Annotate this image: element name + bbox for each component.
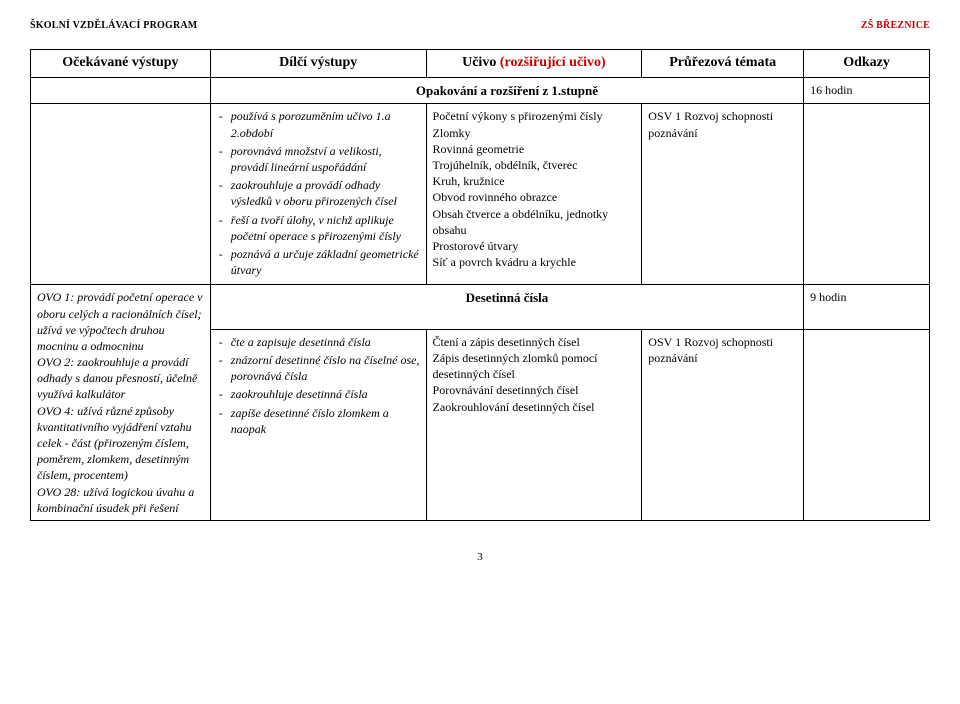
ucivo-red: (rozšiřující učivo) (500, 55, 606, 70)
dilci-item: zaokrouhluje a provádí odhady výsledků v… (231, 177, 420, 211)
dilci-item: porovnává množství a velikosti, provádí … (231, 143, 420, 177)
row2-ocek: OVO 1: provádí početní operace v oboru c… (31, 285, 211, 521)
dilci-item: znázorní desetinné číslo na číselné ose,… (231, 352, 420, 386)
section1-empty (31, 77, 211, 104)
section-row-1: Opakování a rozšíření z 1.stupně 16 hodi… (31, 77, 930, 104)
dilci-item: čte a zapisuje desetinná čísla (231, 334, 420, 352)
section1-hours: 16 hodin (804, 77, 930, 104)
row1-odkazy (804, 104, 930, 285)
col-header-dilci: Dílčí výstupy (210, 50, 426, 78)
page-number: 3 (30, 551, 930, 563)
dilci-item: používá s porozuměním učivo 1.a 2.období (231, 108, 420, 142)
ucivo-label: Učivo (462, 55, 500, 70)
content-row-1: používá s porozuměním učivo 1.a 2.období… (31, 104, 930, 285)
row2-ucivo: Čtení a zápis desetinných čísel Zápis de… (426, 329, 642, 520)
section2-hours: 9 hodin (804, 285, 930, 329)
table-header-row: Očekávané výstupy Dílčí výstupy Učivo (r… (31, 50, 930, 78)
row1-ucivo: Početní výkony s přirozenými čísly Zlomk… (426, 104, 642, 285)
dilci-item: zapíše desetinné číslo zlomkem a naopak (231, 405, 420, 439)
col-header-temata: Průřezová témata (642, 50, 804, 78)
curriculum-table: Očekávané výstupy Dílčí výstupy Učivo (r… (30, 49, 930, 521)
row2-dilci: čte a zapisuje desetinná čísla znázorní … (210, 329, 426, 520)
col-header-odkazy: Odkazy (804, 50, 930, 78)
col-header-ucivo: Učivo (rozšiřující učivo) (426, 50, 642, 78)
section2-title: Desetinná čísla (210, 285, 803, 329)
header-right: ZŠ BŘEZNICE (861, 20, 930, 31)
row1-ocek (31, 104, 211, 285)
section-row-2: OVO 1: provádí početní operace v oboru c… (31, 285, 930, 329)
header-left: ŠKOLNÍ VZDĚLÁVACÍ PROGRAM (30, 20, 197, 31)
dilci-item: poznává a určuje základní geometrické út… (231, 246, 420, 280)
col-header-ocekavane: Očekávané výstupy (31, 50, 211, 78)
section1-title: Opakování a rozšíření z 1.stupně (210, 77, 803, 104)
dilci-item: zaokrouhluje desetinná čísla (231, 386, 420, 404)
page-header: ŠKOLNÍ VZDĚLÁVACÍ PROGRAM ZŠ BŘEZNICE (30, 20, 930, 31)
row1-temata: OSV 1 Rozvoj schopnosti poznávání (642, 104, 804, 285)
row2-temata: OSV 1 Rozvoj schopnosti poznávání (642, 329, 804, 520)
row1-dilci: používá s porozuměním učivo 1.a 2.období… (210, 104, 426, 285)
dilci-item: řeší a tvoří úlohy, v nichž aplikuje poč… (231, 212, 420, 246)
row2-odkazy (804, 329, 930, 520)
